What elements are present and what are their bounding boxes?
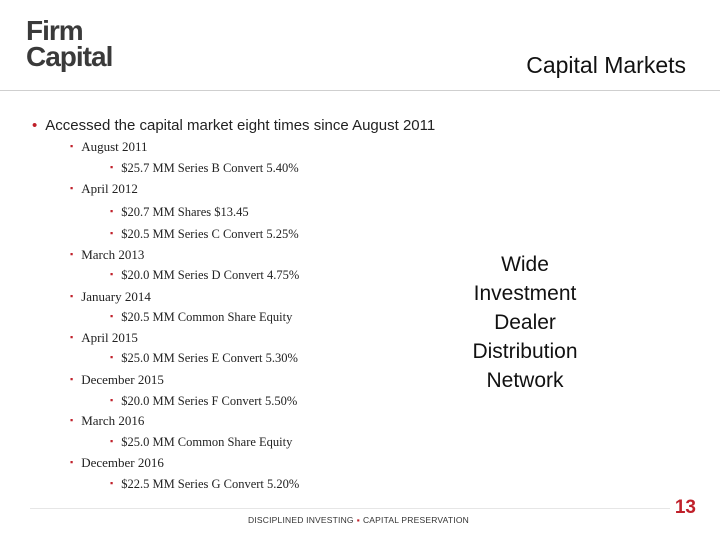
bullet-icon: ▪ [110, 269, 114, 279]
bullet-icon: ▪ [110, 395, 114, 405]
offering-date: ▪ January 2014 [70, 289, 151, 304]
callout-line: Distribution [472, 340, 578, 363]
bullet-icon: ▪ [110, 162, 114, 172]
bullet-icon: ▪ [110, 311, 114, 321]
footer-left-text: DISCIPLINED INVESTING [248, 515, 354, 525]
footer-tagline: DISCIPLINED INVESTING ▪ CAPITAL PRESERVATI… [248, 515, 469, 525]
offering-item: ▪ $20.5 MM Common Share Equity [110, 310, 293, 324]
bullet-icon: ▪ [70, 291, 74, 301]
bullet-icon: ▪ [110, 352, 114, 362]
logo-line-2: Capital [26, 41, 113, 72]
header-divider [0, 90, 720, 91]
offering-item: ▪ $20.0 MM Series F Convert 5.50% [110, 394, 298, 408]
firm-capital-logo: Firm Capital [26, 15, 121, 76]
footer-separator-icon: ▪ [356, 515, 360, 525]
bullet-icon: • [32, 117, 38, 134]
callout-line: Dealer [494, 311, 556, 334]
bullet-icon: ▪ [70, 457, 74, 467]
logo-line-1: Firm [26, 15, 84, 46]
bullet-icon: ▪ [110, 228, 114, 238]
capital-market-list: • Accessed the capital market eight times… [32, 117, 435, 491]
callout-line: Network [486, 369, 564, 392]
page-number: 13 [674, 497, 696, 518]
distribution-network-callout: Wide Investment Dealer Distribution Netw… [440, 250, 610, 395]
offering-date: ▪ April 2012 [70, 181, 138, 196]
bullet-icon: ▪ [70, 415, 74, 425]
offering-date: ▪ August 2011 [70, 139, 148, 154]
offering-item: ▪ $25.7 MM Series B Convert 5.40% [110, 161, 299, 175]
bullet-icon: ▪ [70, 332, 74, 342]
callout-line: Investment [473, 282, 577, 305]
bullet-icon: ▪ [110, 206, 114, 216]
bullet-icon: ▪ [110, 478, 114, 488]
offering-date: ▪ March 2013 [70, 247, 145, 262]
offering-item: ▪ $20.7 MM Shares $13.45 [110, 205, 249, 219]
slide-title: Capital Markets [526, 52, 686, 78]
offering-item: ▪ $20.0 MM Series D Convert 4.75% [110, 268, 300, 282]
bullet-icon: ▪ [70, 249, 74, 259]
bullet-icon: ▪ [70, 183, 74, 193]
bullet-icon: ▪ [70, 141, 74, 151]
offering-date: ▪ December 2015 [70, 372, 164, 387]
footer-divider [30, 508, 670, 509]
intro-bullet: • Accessed the capital market eight times… [32, 117, 435, 134]
bullet-icon: ▪ [70, 374, 74, 384]
bullet-icon: ▪ [110, 436, 114, 446]
offering-item: ▪ $25.0 MM Series E Convert 5.30% [110, 351, 298, 365]
intro-text: Accessed the capital market eight times … [45, 117, 436, 134]
offering-date: ▪ March 2016 [70, 413, 145, 428]
callout-line: Wide [501, 253, 549, 276]
footer-right-text: CAPITAL PRESERVATION [362, 515, 469, 525]
offering-item: ▪ $22.5 MM Series G Convert 5.20% [110, 477, 300, 491]
offering-item: ▪ $20.5 MM Series C Convert 5.25% [110, 227, 299, 241]
offering-date: ▪ December 2016 [70, 455, 164, 470]
offering-date: ▪ April 2015 [70, 330, 138, 345]
offering-item: ▪ $25.0 MM Common Share Equity [110, 435, 293, 449]
